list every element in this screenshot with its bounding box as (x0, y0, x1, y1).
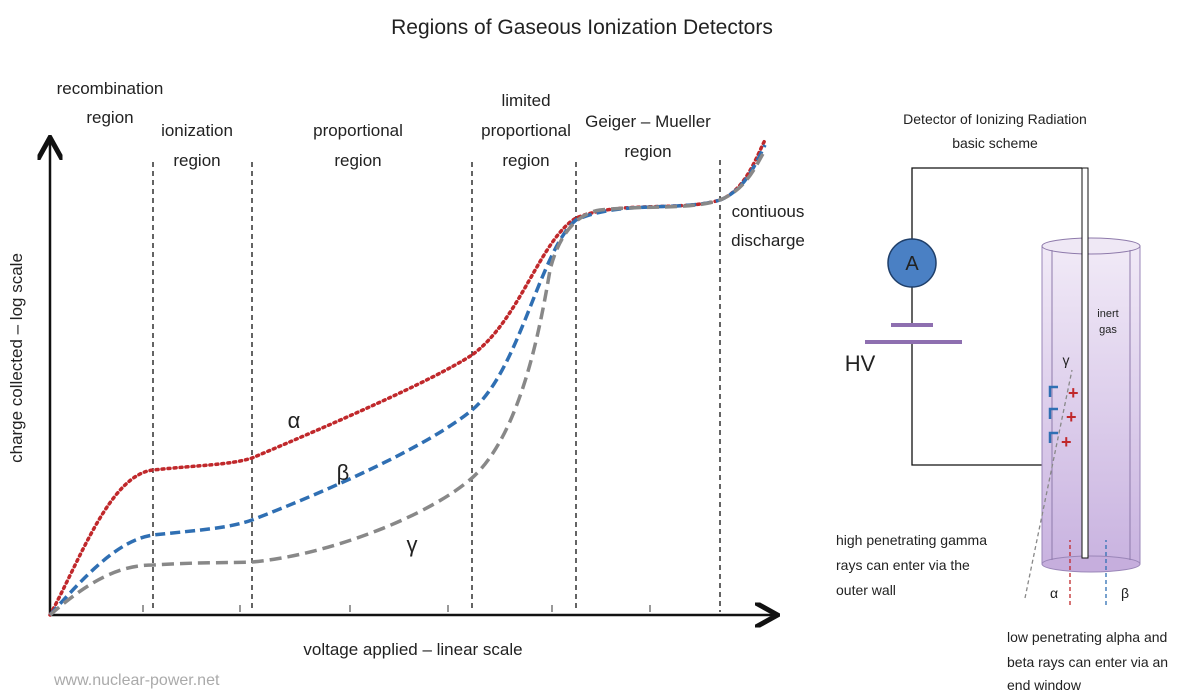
detector-title: basic scheme (952, 135, 1038, 151)
hv-label: HV (845, 351, 876, 376)
region-label: region (334, 151, 381, 170)
svg-text:+: + (1066, 407, 1077, 427)
region-label: Geiger – Mueller (585, 112, 711, 131)
title: Regions of Gaseous Ionization Detectors (391, 16, 773, 39)
region-label: limited (501, 91, 550, 110)
tube-bottom (1041, 555, 1141, 573)
ions: + + + (1061, 383, 1079, 452)
gas-label: gas (1099, 324, 1117, 336)
curve-label: α (288, 408, 301, 433)
anode (1081, 167, 1089, 559)
region-label: proportional (313, 121, 403, 140)
gamma-label: γ (1063, 352, 1070, 368)
end-note: beta rays can enter via an (1007, 654, 1168, 670)
region-label: region (86, 108, 133, 127)
x-axis-label: voltage applied – linear scale (303, 640, 522, 659)
curve-label: γ (407, 532, 418, 557)
gas-label: inert (1097, 308, 1118, 320)
beta-label: β (1121, 585, 1129, 601)
gamma-note: rays can enter via the (836, 557, 970, 573)
y-axis-label: charge collected – log scale (7, 253, 26, 463)
watermark: www.nuclear-power.net (53, 672, 220, 689)
wiring (911, 167, 1082, 466)
region-label: recombination (57, 79, 164, 98)
region-label: ionization (161, 121, 233, 140)
tube (1041, 245, 1141, 565)
region-label: proportional (481, 121, 571, 140)
electrons (1048, 385, 1058, 443)
tube-top (1041, 237, 1141, 255)
region-label: region (173, 151, 220, 170)
gamma-ray (1024, 369, 1073, 599)
gamma-note: outer wall (836, 582, 896, 598)
region-label: region (624, 142, 671, 161)
alpha-label: α (1050, 585, 1058, 601)
alpha-curve (48, 138, 767, 617)
detector-title: Detector of Ionizing Radiation (903, 111, 1087, 127)
gamma-note: high penetrating gamma (836, 532, 987, 548)
region-dividers (152, 160, 721, 612)
svg-text:+: + (1068, 383, 1079, 403)
curve-label: β (337, 460, 350, 485)
ticks (142, 605, 651, 612)
region-label: discharge (731, 231, 805, 250)
region-label: region (502, 151, 549, 170)
gamma-curve (48, 149, 767, 617)
ammeter (887, 238, 937, 288)
end-note: low penetrating alpha and (1007, 629, 1167, 645)
ammeter-label: A (905, 253, 919, 275)
end-note: end window (1007, 677, 1082, 692)
svg-text:+: + (1061, 432, 1072, 452)
region-label: contiuous (732, 202, 805, 221)
